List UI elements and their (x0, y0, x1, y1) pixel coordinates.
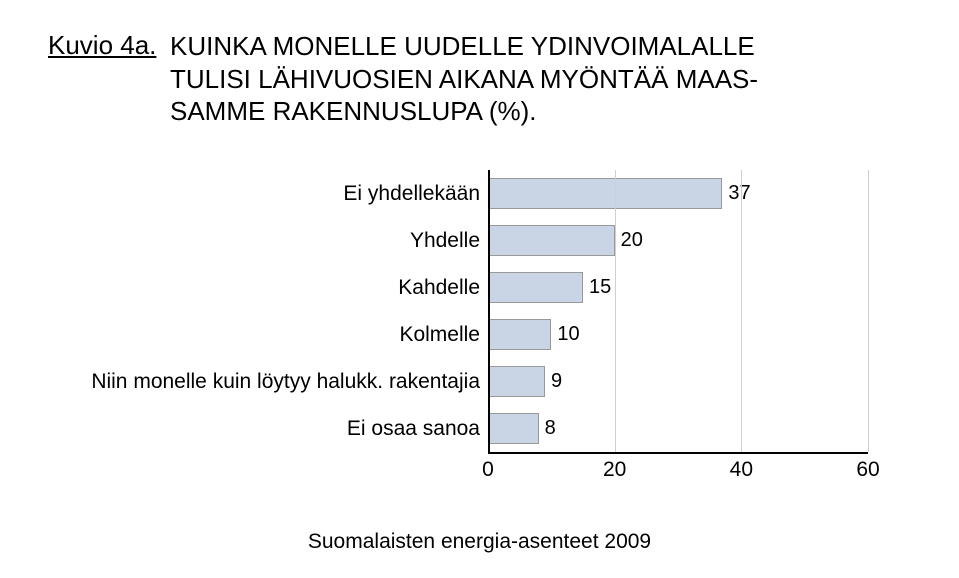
category-label: Kahdelle (48, 264, 488, 311)
title-line-3: SAMME RAKENNUSLUPA (%). (170, 96, 536, 126)
category-label: Niin monelle kuin löytyy halukk. rakenta… (48, 358, 488, 405)
title-line-2: TULISI LÄHIVUOSIEN AIKANA MYÖNTÄÄ MAAS- (170, 64, 758, 94)
gridline (868, 170, 869, 452)
category-label: Ei yhdellekään (48, 170, 488, 217)
plot-area: 0 20 40 60 (488, 170, 868, 454)
category-label: Ei osaa sanoa (48, 405, 488, 452)
chart-footer: Suomalaisten energia-asenteet 2009 (0, 530, 959, 554)
category-label: Yhdelle (48, 217, 488, 264)
chart-title: KUINKA MONELLE UUDELLE YDINVOIMALALLE TU… (170, 30, 911, 128)
x-tick-label: 60 (856, 452, 879, 482)
figure-label: Kuvio 4a. (48, 30, 156, 61)
x-tick-label: 40 (730, 452, 753, 482)
bar-chart: Ei yhdellekään 37 Yhdelle 20 Kahdelle 15… (48, 170, 911, 498)
gridline (741, 170, 742, 452)
title-line-1: KUINKA MONELLE UUDELLE YDINVOIMALALLE (170, 31, 755, 61)
gridline (488, 170, 490, 452)
chart-canvas: Kuvio 4a. KUINKA MONELLE UUDELLE YDINVOI… (0, 0, 959, 578)
x-tick-label: 20 (603, 452, 626, 482)
category-label: Kolmelle (48, 311, 488, 358)
gridline (615, 170, 616, 452)
x-tick-label: 0 (482, 452, 494, 482)
